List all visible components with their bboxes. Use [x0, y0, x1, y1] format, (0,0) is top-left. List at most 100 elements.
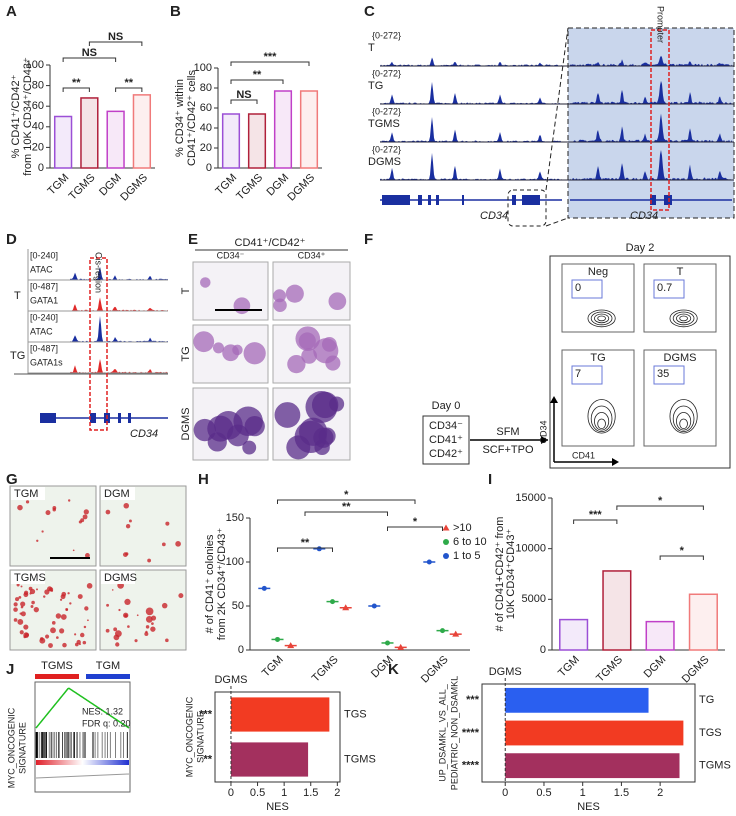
- y-tick-label: 0: [38, 162, 44, 174]
- colony: [43, 595, 46, 598]
- cell: [242, 440, 257, 455]
- colony: [165, 521, 170, 526]
- colony: [145, 616, 153, 623]
- colony: [20, 605, 24, 609]
- exon: [436, 195, 439, 205]
- x-tick-label: 1.5: [303, 787, 318, 799]
- colony: [87, 619, 89, 622]
- gene-label: CD34: [480, 210, 508, 222]
- colony: [50, 627, 56, 634]
- cell: [285, 284, 304, 303]
- cell: [287, 354, 306, 374]
- contour: [597, 315, 606, 322]
- colony: [17, 619, 24, 625]
- y-tick-label: 40: [200, 122, 212, 134]
- y-tick-label: 15000: [515, 492, 546, 504]
- marker: [316, 546, 322, 552]
- y-axis-label: from 2K CD34⁺/CD43⁺: [216, 528, 228, 641]
- medium-label: SFM: [496, 426, 519, 438]
- colony: [80, 632, 85, 638]
- arrow-head: [550, 396, 558, 403]
- significance: *: [658, 495, 663, 507]
- category-label: TGS: [344, 708, 367, 720]
- significance: *: [680, 545, 685, 557]
- colony: [83, 509, 89, 515]
- x-tick-label: DGMS: [419, 654, 451, 686]
- image-label: TGMS: [14, 572, 46, 584]
- y-axis-label: SIGNATURE: [17, 722, 27, 774]
- colony: [56, 636, 59, 639]
- micrograph: [192, 261, 269, 321]
- colony: [59, 598, 63, 601]
- x-tick-label: TGMS: [594, 654, 625, 685]
- image-label: TGM: [14, 488, 38, 500]
- colony: [178, 593, 184, 599]
- track-range: [0-487]: [30, 281, 58, 291]
- sig-bracket: [62, 57, 117, 62]
- colony: [33, 606, 39, 613]
- x-axis-label: NES: [577, 801, 600, 813]
- colony: [60, 614, 67, 620]
- y-axis-label: PEDIATRIC_NON_DSAMKL: [449, 676, 459, 790]
- track-range: {0-272}: [372, 68, 401, 78]
- colony: [36, 588, 38, 591]
- track-range: {0-272}: [372, 30, 401, 40]
- colony: [106, 603, 110, 607]
- contour: [590, 311, 613, 326]
- colony: [161, 542, 166, 547]
- panel-letter: F: [364, 231, 373, 248]
- panel-letter: J: [6, 661, 14, 678]
- gate: [571, 279, 603, 299]
- colony: [134, 639, 138, 643]
- exon: [664, 195, 672, 205]
- column-label: CD34⁺: [298, 250, 326, 260]
- colony: [175, 541, 181, 547]
- colony: [55, 613, 62, 619]
- exon: [418, 195, 422, 205]
- bar: [132, 94, 152, 169]
- colony: [145, 625, 150, 629]
- panel-letter: I: [488, 471, 492, 488]
- cell: [273, 289, 286, 303]
- bar: [247, 113, 267, 169]
- colony: [113, 627, 118, 632]
- cell: [329, 396, 345, 412]
- group-bar: [86, 674, 130, 679]
- colony: [52, 506, 57, 510]
- flow-plot: [643, 349, 717, 447]
- bar: [602, 570, 632, 651]
- marker-label: CD41⁺: [429, 434, 463, 446]
- x-tick-label: DGMS: [680, 654, 712, 686]
- signal-track: [70, 266, 168, 280]
- x-tick-label: DGMS: [118, 172, 150, 204]
- exon: [522, 195, 540, 205]
- contour: [679, 315, 688, 322]
- y-tick-label: 60: [32, 100, 44, 112]
- bar: [505, 753, 680, 779]
- y-axis-label: from 10K CD34⁺/CD43⁺: [22, 57, 34, 176]
- colony: [77, 594, 83, 599]
- colony: [105, 509, 111, 515]
- x-tick-label: TGMS: [234, 172, 265, 203]
- cell: [207, 415, 234, 442]
- contour: [587, 309, 616, 328]
- colony: [151, 622, 154, 625]
- colony: [13, 602, 18, 607]
- exon: [512, 195, 516, 205]
- significance: **: [203, 753, 212, 765]
- sig-bracket: [230, 79, 284, 84]
- row-label: DGMS: [180, 408, 192, 441]
- y-tick-label: 80: [200, 82, 212, 94]
- y-tick-label: 0: [206, 162, 212, 174]
- colony: [136, 614, 139, 617]
- bar: [230, 697, 330, 732]
- x-tick-label: 0.5: [250, 787, 265, 799]
- marker: [342, 604, 350, 611]
- contour: [672, 311, 695, 326]
- colony: [127, 625, 130, 628]
- x-tick-label: 2: [334, 787, 340, 799]
- y-axis-label: % CD41⁺/CD42⁺: [10, 74, 22, 158]
- zoom-line: [545, 27, 569, 191]
- panel-letter: C: [364, 3, 375, 20]
